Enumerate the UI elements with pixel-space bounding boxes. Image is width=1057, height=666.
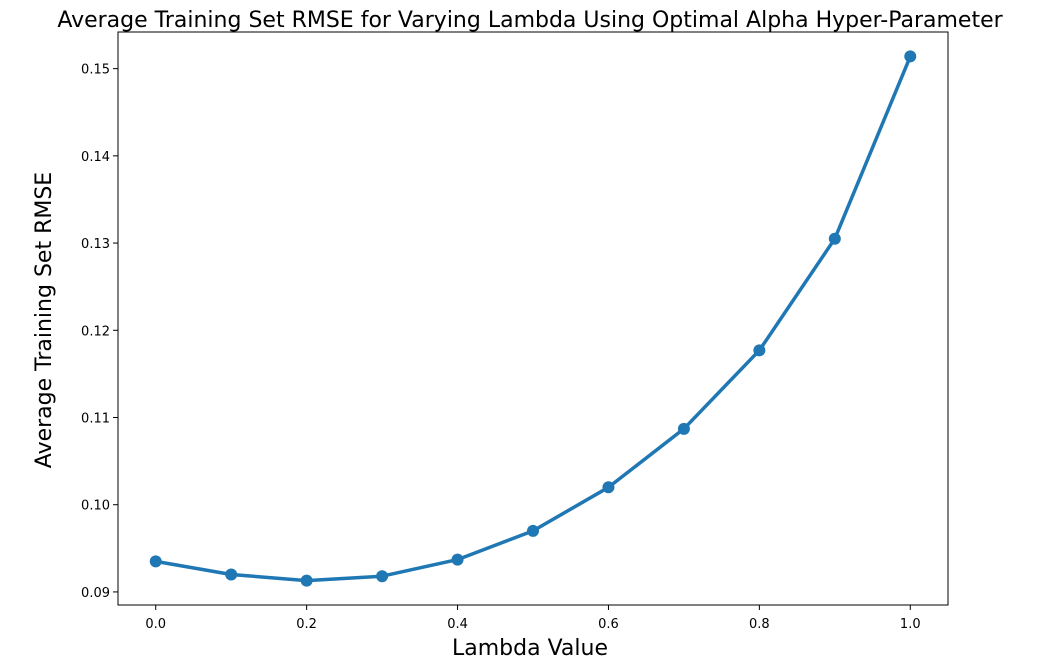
x-tick-label: 0.0 [145,617,166,632]
data-point [300,574,313,587]
data-point [828,232,841,245]
data-point [451,553,464,566]
y-tick-label: 0.14 [81,150,110,165]
data-point [149,555,162,568]
y-tick-label: 0.10 [81,499,110,514]
data-point [376,570,389,583]
data-point [225,568,238,581]
data-point [677,422,690,435]
data-point [602,481,615,494]
data-point [527,524,539,537]
y-tick-label: 0.13 [81,237,110,252]
y-tick-label: 0.11 [81,411,110,426]
x-axis-label: Lambda Value [452,636,608,661]
ticks: 0.0 0.2 0.4 0.6 0.8 1.0 0.09 0.10 0.11 0.12 0.13 0.… [81,63,921,632]
chart-title: Average Training Set RMSE for Varying La… [57,8,1003,33]
data-point [753,344,766,357]
data-point [904,50,917,63]
plot-area-frame [117,31,949,606]
data-markers [149,50,917,587]
x-tick-label: 0.2 [296,617,317,632]
y-tick-label: 0.09 [81,586,110,601]
x-tick-label: 0.6 [598,617,619,632]
y-tick-label: 0.12 [81,324,110,339]
x-tick-label: 0.4 [447,617,468,632]
x-tick-label: 1.0 [900,617,921,632]
y-tick-label: 0.15 [81,63,110,78]
y-axis-label: Average Training Set RMSE [32,172,57,468]
series-line [153,54,913,583]
x-tick-label: 0.8 [749,617,770,632]
